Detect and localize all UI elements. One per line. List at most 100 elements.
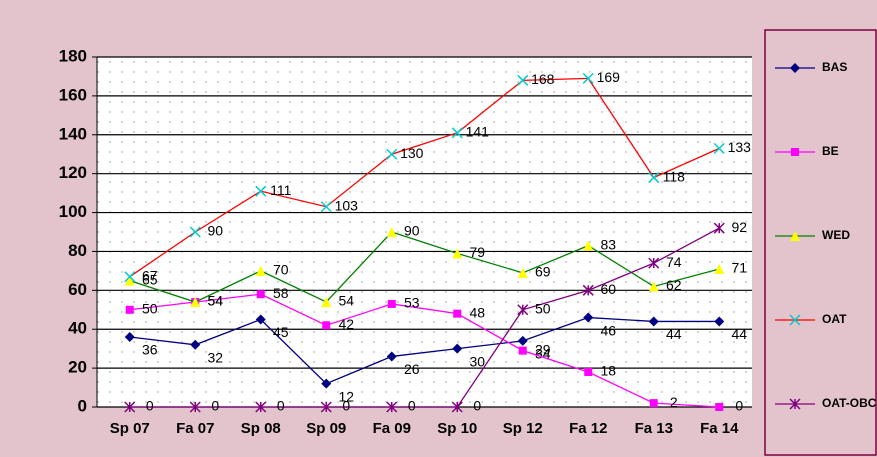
series-line	[129, 231, 720, 303]
marker	[386, 401, 398, 413]
x-tick-label: Fa 12	[569, 420, 607, 437]
marker	[648, 257, 660, 269]
marker	[386, 227, 397, 237]
marker	[790, 63, 800, 73]
x-tick-label: Sp 12	[503, 420, 543, 437]
data-label: 12	[338, 388, 354, 404]
data-label: 74	[666, 254, 682, 270]
marker	[453, 309, 462, 318]
data-label: 36	[142, 342, 158, 358]
data-label: 2	[670, 394, 678, 410]
marker	[583, 312, 594, 323]
y-tick-label: 20	[68, 358, 87, 377]
marker	[387, 299, 396, 308]
data-label: 70	[273, 262, 289, 278]
marker	[715, 403, 724, 411]
data-label: 45	[273, 324, 289, 340]
data-label: 26	[404, 361, 420, 377]
marker	[648, 281, 659, 292]
x-tick-label: Sp 10	[437, 420, 477, 437]
data-label: 90	[404, 223, 420, 239]
marker	[256, 290, 265, 299]
marker	[518, 346, 527, 355]
y-tick-label: 40	[68, 319, 87, 338]
marker	[321, 297, 332, 307]
data-label: 62	[666, 277, 682, 293]
data-label: 0	[473, 398, 481, 414]
series-line	[129, 316, 720, 385]
data-label: 118	[663, 168, 686, 184]
data-label: 67	[142, 267, 158, 283]
y-tick-label: 180	[59, 46, 87, 65]
data-label: 65	[142, 271, 158, 287]
marker	[255, 314, 266, 325]
data-label: 83	[600, 236, 616, 252]
data-label: 141	[466, 124, 490, 140]
x-tick-label: Sp 09	[306, 420, 346, 437]
data-label: 90	[207, 223, 223, 239]
data-label: 0	[146, 398, 154, 414]
marker	[584, 368, 593, 376]
marker	[517, 267, 528, 278]
legend-label: OAT-OBC	[822, 396, 877, 410]
marker	[124, 401, 136, 413]
series-line	[129, 227, 720, 408]
marker	[517, 74, 529, 86]
marker	[322, 321, 331, 330]
legend-label: WED	[822, 228, 850, 242]
marker	[320, 401, 332, 413]
marker	[452, 343, 463, 354]
marker	[255, 401, 267, 413]
x-tick-label: Fa 09	[373, 420, 411, 437]
data-label: 29	[535, 341, 551, 357]
marker	[648, 172, 660, 184]
data-label: 169	[597, 69, 621, 85]
marker	[582, 284, 594, 296]
marker	[321, 378, 332, 389]
data-label: 0	[277, 398, 285, 414]
data-label: 34	[535, 346, 551, 362]
data-label: 46	[600, 322, 616, 338]
data-label: 0	[211, 398, 219, 414]
data-label: 130	[400, 145, 424, 161]
data-label: 0	[735, 398, 743, 414]
marker	[648, 316, 659, 327]
x-tick-label: Fa 13	[635, 420, 673, 437]
marker	[125, 305, 134, 314]
legend-label: OAT	[822, 312, 847, 326]
data-label: 69	[535, 264, 551, 280]
legend-label: BAS	[822, 60, 847, 74]
marker	[189, 401, 201, 413]
marker	[649, 399, 658, 408]
marker	[451, 127, 463, 139]
data-label: 0	[342, 398, 350, 414]
marker	[451, 401, 463, 413]
data-label: 30	[469, 353, 485, 369]
marker	[190, 339, 201, 350]
marker	[790, 231, 800, 241]
marker	[517, 335, 528, 346]
data-label: 44	[666, 326, 682, 342]
x-tick-label: Fa 07	[176, 420, 214, 437]
data-label: 103	[335, 197, 359, 213]
data-label: 48	[469, 304, 485, 320]
marker	[452, 248, 463, 259]
marker	[714, 316, 725, 327]
marker	[386, 148, 398, 160]
data-label: 79	[469, 244, 485, 260]
series-line	[129, 293, 720, 408]
data-label: 60	[600, 281, 616, 297]
data-label: 42	[338, 316, 354, 332]
data-label: 58	[273, 285, 289, 301]
plot-area	[97, 57, 752, 407]
data-label: 54	[207, 293, 223, 309]
marker	[791, 148, 799, 156]
x-tick-label: Sp 08	[241, 420, 281, 437]
marker	[124, 271, 136, 283]
data-label: 92	[731, 219, 747, 235]
data-label: 111	[270, 182, 291, 198]
data-label: 50	[535, 300, 551, 316]
marker	[582, 72, 594, 84]
y-tick-label: 100	[59, 202, 87, 221]
marker	[255, 185, 267, 197]
